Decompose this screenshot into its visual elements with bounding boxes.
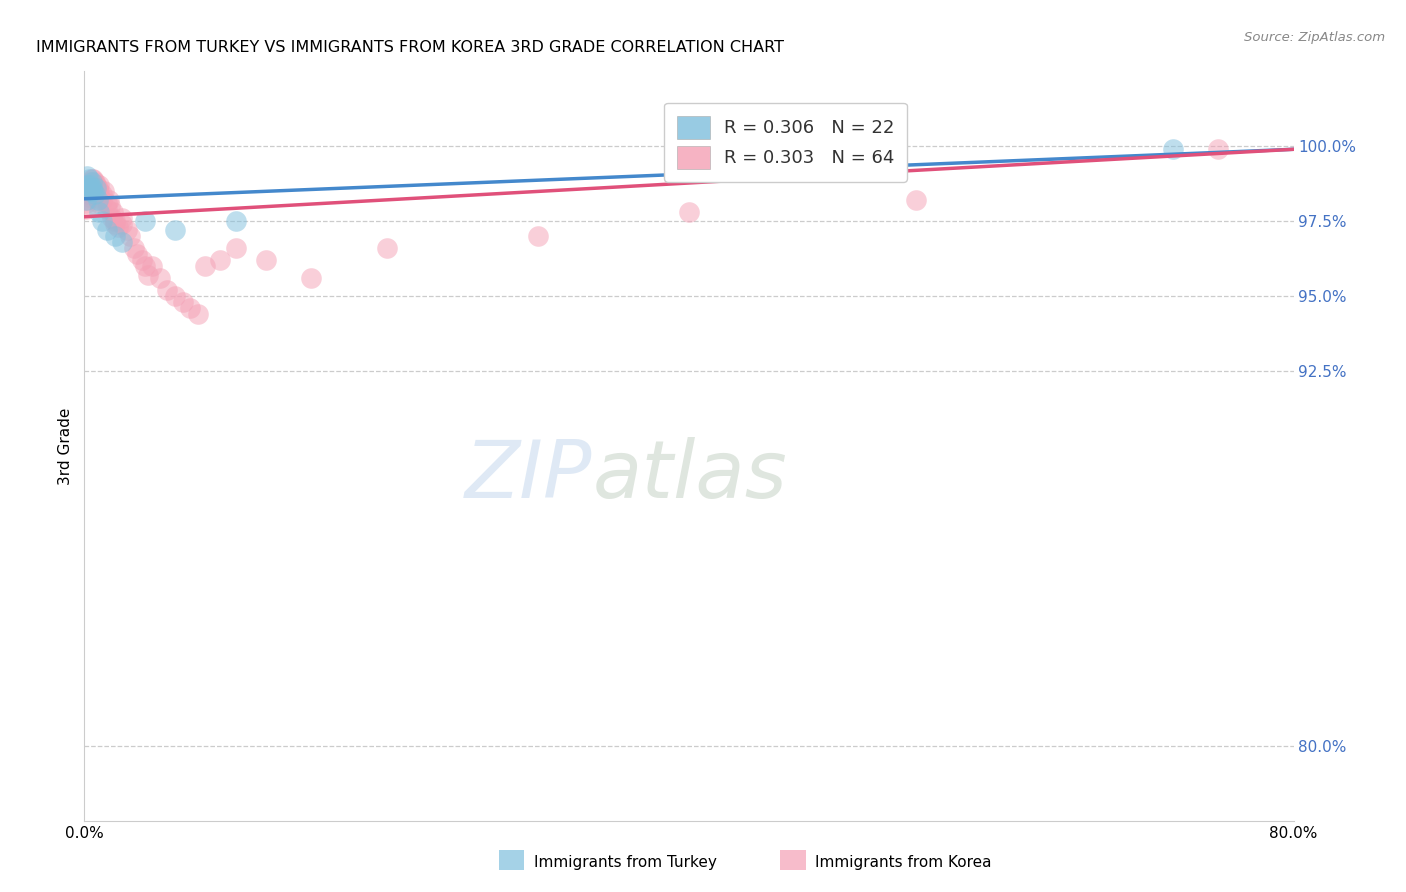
Point [76, 169, 98, 184]
Point [89, 190, 111, 204]
Point [225, 214, 247, 228]
Point [904, 193, 927, 207]
Point [79, 178, 101, 193]
Point [96, 223, 118, 237]
Point [96, 196, 118, 211]
Point [134, 259, 156, 273]
Point [82, 178, 104, 193]
Point [77, 190, 100, 204]
Point [149, 271, 172, 285]
Point [104, 229, 127, 244]
Point [79, 187, 101, 202]
Point [77, 178, 100, 193]
Point [75, 196, 97, 211]
Point [172, 295, 194, 310]
Point [111, 211, 134, 226]
Point [111, 235, 134, 250]
Legend: R = 0.306   N = 22, R = 0.303   N = 64: R = 0.306 N = 22, R = 0.303 N = 64 [665, 103, 907, 182]
Point [136, 268, 159, 282]
Point [104, 214, 127, 228]
Point [77, 181, 100, 195]
Point [80, 172, 103, 186]
Point [91, 214, 114, 228]
Point [82, 184, 104, 198]
Point [89, 196, 111, 211]
Point [115, 223, 138, 237]
Text: Source: ZipAtlas.com: Source: ZipAtlas.com [1244, 31, 1385, 45]
Point [107, 220, 129, 235]
Point [82, 184, 104, 198]
Point [80, 184, 103, 198]
Point [76, 178, 98, 193]
Point [100, 211, 122, 226]
Point [156, 283, 179, 297]
Point [187, 307, 209, 321]
Point [96, 202, 118, 217]
Point [89, 178, 111, 193]
Point [98, 199, 121, 213]
Point [76, 187, 98, 202]
Y-axis label: 3rd Grade: 3rd Grade [58, 408, 73, 484]
Point [87, 181, 110, 195]
Point [225, 241, 247, 255]
Text: IMMIGRANTS FROM TURKEY VS IMMIGRANTS FROM KOREA 3RD GRADE CORRELATION CHART: IMMIGRANTS FROM TURKEY VS IMMIGRANTS FRO… [37, 40, 785, 55]
Text: Immigrants from Turkey: Immigrants from Turkey [534, 855, 717, 870]
Point [254, 253, 277, 268]
Point [165, 223, 187, 237]
Point [127, 247, 149, 261]
Point [87, 193, 110, 207]
Point [179, 301, 201, 315]
Text: ZIP: ZIP [465, 437, 592, 515]
Point [678, 205, 700, 219]
Point [91, 187, 114, 202]
Point [84, 187, 107, 202]
Text: Immigrants from Korea: Immigrants from Korea [815, 855, 993, 870]
Point [299, 271, 322, 285]
Point [134, 214, 156, 228]
Point [118, 229, 141, 244]
Point [89, 205, 111, 219]
Point [91, 193, 114, 207]
Point [131, 253, 153, 268]
Point [111, 217, 134, 231]
Point [122, 241, 145, 255]
Point [194, 259, 217, 273]
Point [97, 193, 120, 207]
Point [1161, 142, 1184, 156]
Point [80, 181, 103, 195]
Point [80, 178, 103, 193]
Point [104, 217, 127, 231]
Point [165, 289, 187, 303]
Point [84, 181, 107, 195]
Point [1206, 142, 1229, 156]
Point [86, 184, 108, 198]
Point [77, 172, 100, 186]
Point [87, 187, 110, 202]
Point [79, 181, 101, 195]
Point [86, 181, 108, 195]
Point [527, 229, 550, 244]
Point [84, 175, 107, 189]
Text: atlas: atlas [592, 437, 787, 515]
Point [375, 241, 398, 255]
Point [89, 184, 111, 198]
Point [141, 259, 163, 273]
Point [77, 184, 100, 198]
Point [79, 184, 101, 198]
Point [75, 202, 97, 217]
Point [101, 205, 124, 219]
Point [82, 172, 104, 186]
Point [79, 175, 101, 189]
Point [75, 193, 97, 207]
Point [80, 175, 103, 189]
Point [93, 184, 115, 198]
Point [76, 193, 98, 207]
Point [209, 253, 232, 268]
Point [86, 178, 108, 193]
